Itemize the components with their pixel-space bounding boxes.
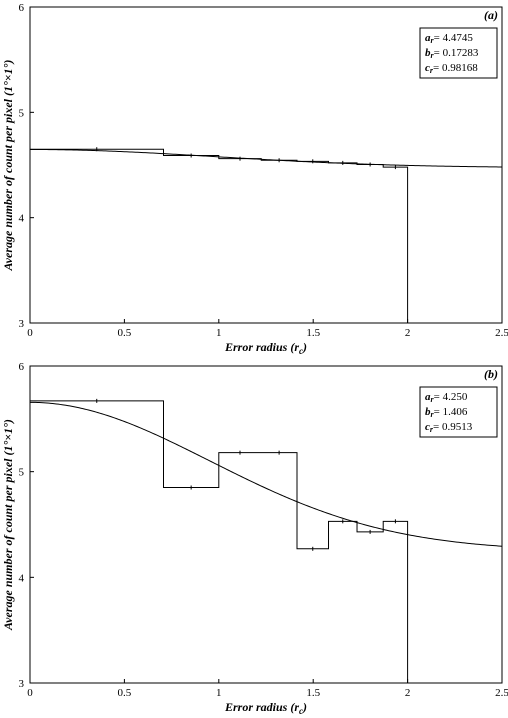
x-tick-label: 1 [216, 327, 222, 339]
y-tick-label: 3 [19, 678, 25, 690]
y-tick-label: 4 [19, 572, 25, 584]
y-tick-label: 5 [19, 107, 25, 119]
legend-entry-a: ar= 4.4745 [425, 32, 473, 45]
plot-frame [29, 365, 503, 684]
legend-entry-c: cr= 0.98168 [425, 62, 478, 75]
x-tick-label: 2.5 [495, 327, 508, 339]
legend-box [419, 386, 498, 438]
histogram-step-line [30, 400, 409, 683]
x-tick-label: 1 [216, 687, 222, 699]
y-tick-label: 4 [19, 213, 25, 225]
x-tick-label: 2.5 [495, 687, 508, 699]
panel-tag: (a) [484, 8, 498, 22]
y-tick-label: 3 [19, 318, 25, 330]
legend-entry-a: ar= 4.250 [425, 391, 468, 404]
legend-box [419, 27, 498, 79]
x-tick-label: 0.5 [118, 687, 132, 699]
x-tick-label: 1.5 [306, 687, 320, 699]
chart-panel-a: 0 0.5 1 1.5 2 2.5 3 4 5 6 Error radius (rc) Average… [1, 2, 508, 356]
x-tick-label: 0 [27, 687, 33, 699]
fit-curve [30, 148, 503, 168]
x-tick-label: 0 [27, 327, 33, 339]
x-tick-label: 2 [405, 687, 411, 699]
legend-entry-b: br= 1.406 [425, 406, 468, 419]
y-tick-label: 5 [19, 467, 25, 479]
legend-entry-c: cr= 0.9513 [425, 421, 473, 434]
x-tick-label: 2 [405, 327, 411, 339]
x-axis-label: Error radius (rc) [224, 700, 307, 716]
x-tick-label: 0.5 [118, 327, 132, 339]
histogram-step-line [30, 148, 409, 323]
y-axis-label: Average number of count per pixel (1°×1°… [1, 60, 15, 272]
y-axis-label: Average number of count per pixel (1°×1°… [1, 419, 15, 631]
y-tick-label: 6 [19, 361, 25, 373]
x-axis-label: Error radius (rc) [224, 340, 307, 356]
x-tick-label: 1.5 [306, 327, 320, 339]
panel-tag: (b) [484, 367, 498, 381]
legend-entry-b: br= 0.17283 [425, 47, 479, 60]
y-tick-label: 6 [19, 2, 25, 14]
fit-curve [29, 401, 503, 547]
plot-frame [29, 6, 503, 324]
chart-panel-b: 0 0.5 1 1.5 2 2.5 3 4 5 6 Error radius (rc) Average… [1, 361, 508, 716]
